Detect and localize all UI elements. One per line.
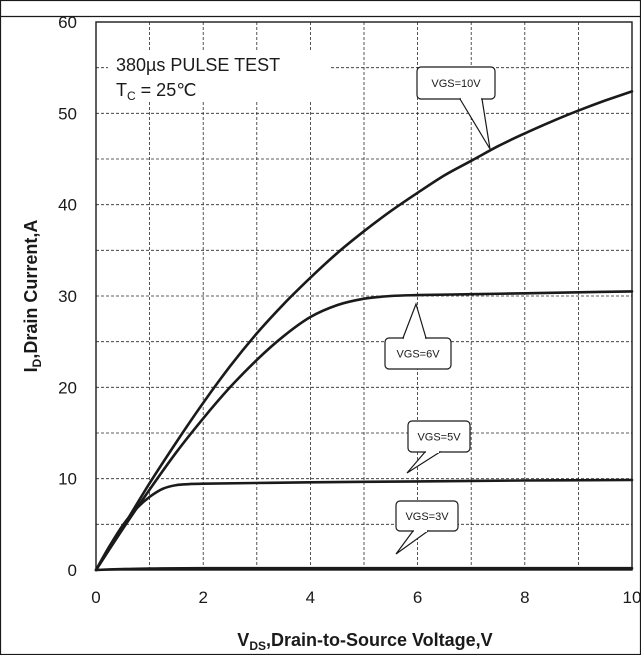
y-axis-title-main: I — [21, 367, 41, 372]
x-axis-title-rest: ,Drain-to-Source Voltage,V — [266, 630, 493, 650]
tick-labels: 0 2 4 6 8 10 0 10 20 30 40 50 60 — [58, 13, 641, 607]
annotation-temp-subscript: C — [127, 89, 136, 103]
series-line-vgs-5v — [94, 478, 634, 572]
annotation-bg — [108, 50, 330, 102]
x-axis-title-subscript: DS — [249, 639, 266, 653]
callout-box — [416, 66, 496, 100]
y-tick-label: 60 — [58, 13, 77, 32]
x-axis-title-main: V — [237, 630, 249, 650]
x-tick-label: 6 — [413, 588, 422, 607]
callout-label: VGS=10V — [431, 78, 481, 90]
plot-frame — [95, 21, 633, 571]
series-line-vgs-6v — [94, 290, 634, 572]
series-line-vgs-3v — [94, 566, 634, 572]
test-conditions-annotation: 380µs PULSE TEST TC = 25℃ — [108, 50, 330, 103]
y-tick-label: 50 — [58, 104, 77, 123]
annotation-line-2: TC = 25℃ — [116, 80, 196, 103]
x-tick-label: 10 — [623, 588, 641, 607]
callout-label: VGS=3V — [405, 511, 449, 523]
y-axis-title-subscript: D — [30, 358, 44, 367]
annotation-temp-value: = 25℃ — [136, 80, 197, 100]
y-tick-label: 0 — [68, 561, 77, 580]
y-tick-label: 10 — [58, 470, 77, 489]
x-tick-label: 0 — [91, 588, 100, 607]
x-tick-label: 2 — [198, 588, 207, 607]
callouts: VGS=10V VGS=6V VGS=5V VGS=3V — [384, 66, 496, 555]
callout-vgs-5v: VGS=5V — [406, 420, 471, 474]
y-tick-label: 40 — [58, 196, 77, 215]
callout-label: VGS=6V — [396, 349, 440, 361]
callout-label: VGS=5V — [417, 432, 461, 444]
annotation-line-1: 380µs PULSE TEST — [116, 55, 280, 75]
callout-vgs-3v: VGS=3V — [395, 500, 459, 555]
callout-vgs-6v: VGS=6V — [384, 302, 452, 370]
callout-vgs-10v: VGS=10V — [416, 66, 496, 150]
annotation-temp-symbol: T — [116, 80, 127, 100]
curves — [94, 90, 634, 572]
x-tick-label: 8 — [520, 588, 529, 607]
y-tick-label: 20 — [58, 378, 77, 397]
series-line-vgs-10v — [94, 90, 634, 572]
y-axis-title-rest: ,Drain Current,A — [21, 220, 41, 359]
grid-lines — [96, 22, 632, 570]
x-tick-label: 4 — [306, 588, 315, 607]
y-tick-label: 30 — [58, 287, 77, 306]
x-axis-title: VDS,Drain-to-Source Voltage,V — [237, 630, 492, 653]
y-axis-title: ID,Drain Current,A — [21, 220, 44, 373]
